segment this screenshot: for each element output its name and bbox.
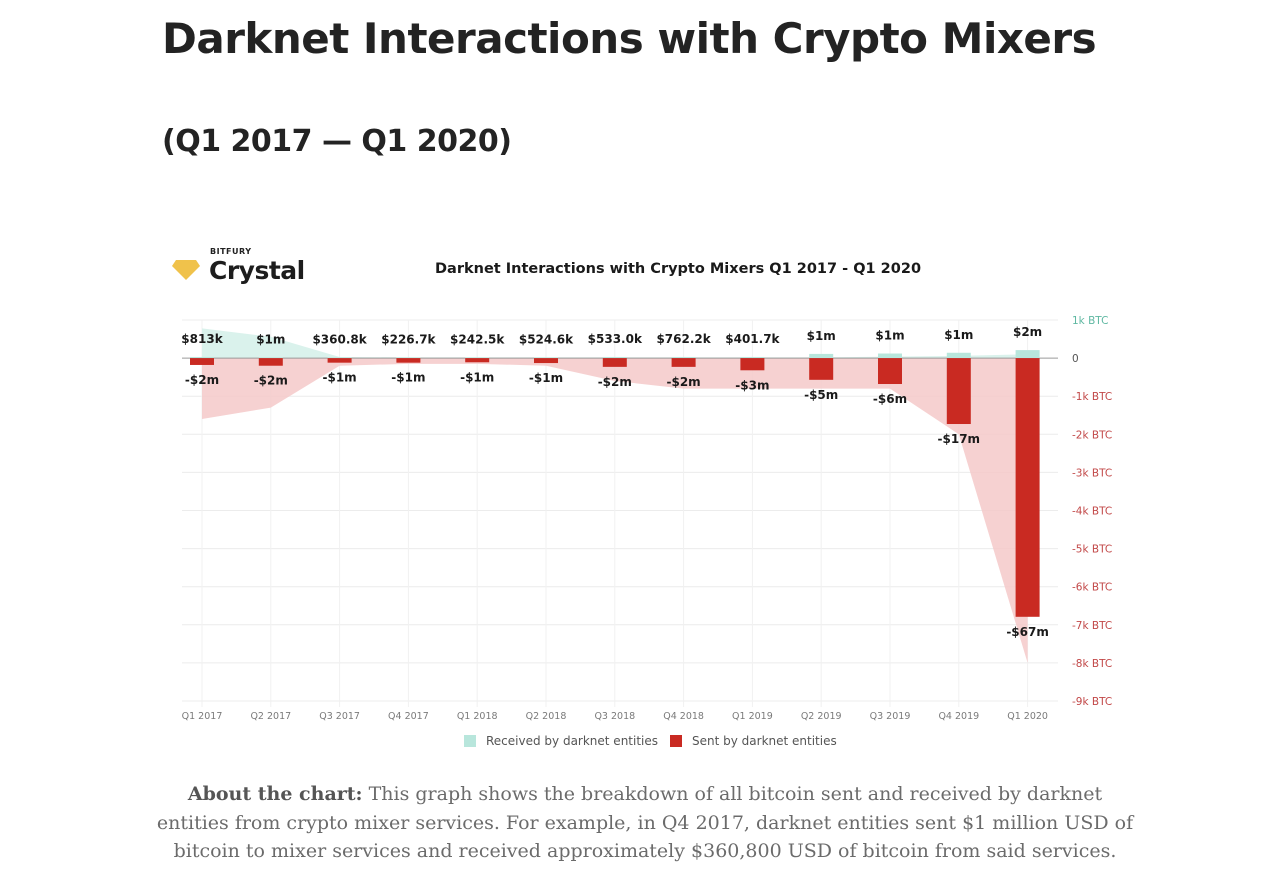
data-label-sent: -$1m [460,370,494,384]
data-label-received: $1m [807,329,836,343]
data-label-received: $813k [181,332,223,346]
legend-label-received: Received by darknet entities [486,734,659,748]
bar-sent [327,358,352,363]
bar-sent [809,358,834,380]
page-subtitle: (Q1 2017 — Q1 2020) [162,124,512,159]
y-tick-label: -1k BTC [1072,391,1112,403]
area-sent [202,358,1028,663]
data-label-received: $1m [944,328,973,342]
bar-received [327,357,352,359]
data-label-received: $360.8k [312,332,367,346]
bar-sent [602,358,627,367]
x-tick-label: Q2 2017 [250,711,291,722]
data-label-sent: -$6m [873,392,907,406]
bar-sent [534,358,558,364]
x-tick-label: Q1 2018 [457,711,498,722]
bar-received [740,356,765,359]
data-label-received: $533.0k [588,332,643,346]
bar-chart: $813k -$2m Q1 2017 $1m -$2m Q2 2017 $360.8k -$1… [181,315,1112,722]
crystal-logo: BITFURY Crystal [172,244,312,288]
data-label-received: $762.2k [656,332,711,346]
bar-sent [946,358,971,425]
bar-sent [671,358,696,367]
data-label-sent: -$1m [323,371,357,385]
x-tick-label: Q1 2017 [182,711,223,722]
data-label-sent: -$1m [529,371,563,385]
bar-received [878,353,902,359]
bar-sent [396,358,421,363]
bar-received [809,353,834,359]
page-title: Darknet Interactions with Crypto Mixers [162,14,1097,63]
data-label-sent: -$1m [391,371,425,385]
bar-received [946,352,971,359]
bar-received [258,357,283,359]
y-tick-label: -9k BTC [1072,696,1112,708]
chart-caption: About the chart: This graph shows the br… [150,780,1140,866]
legend-swatch-sent [670,735,682,747]
data-label-received: $1m [256,332,285,346]
x-tick-label: Q3 2019 [870,711,911,722]
legend-label-sent: Sent by darknet entities [692,734,837,748]
x-tick-label: Q4 2018 [663,711,704,722]
data-label-sent: -$5m [804,388,838,402]
x-tick-label: Q3 2018 [594,711,635,722]
bar-received [465,357,490,359]
bar-sent [190,358,214,365]
bar-received [190,356,214,359]
y-tick-label: -5k BTC [1072,544,1112,556]
caption-lead: About the chart: [187,783,363,805]
area-received [202,328,1028,359]
bar-sent [465,358,490,363]
bar-sent [878,358,902,385]
bar-sent [740,358,765,371]
data-label-sent: -$67m [1006,625,1049,639]
y-tick-label: -2k BTC [1072,429,1112,441]
diamond-icon [172,260,200,280]
legend-item-sent: Sent by darknet entities [670,734,837,748]
bar-sent [258,358,283,366]
caption-body: This graph shows the breakdown of all bi… [156,783,1134,862]
data-label-sent: -$2m [185,373,219,387]
data-label-received: $2m [1013,325,1042,339]
x-tick-label: Q2 2019 [801,711,842,722]
logo-product-text: Crystal [209,256,305,285]
bar-received [602,356,627,359]
bar-sent [1015,358,1040,617]
data-label-received: $226.7k [381,332,436,346]
x-tick-label: Q2 2018 [526,711,567,722]
data-label-received: $1m [875,329,904,343]
x-tick-label: Q1 2020 [1007,711,1048,722]
x-tick-label: Q3 2017 [319,711,360,722]
y-tick-label: -6k BTC [1072,582,1112,594]
data-label-received: $242.5k [450,332,505,346]
bar-received [1015,350,1040,359]
data-label-received: $524.6k [519,332,574,346]
y-tick-label: 0 [1072,353,1079,365]
y-tick-label: -4k BTC [1072,506,1112,518]
legend-swatch-received [464,735,476,747]
y-tick-label: 1k BTC [1072,315,1108,327]
bar-received [671,356,696,359]
x-tick-label: Q4 2019 [938,711,979,722]
y-tick-label: -7k BTC [1072,620,1112,632]
bar-received [396,357,421,359]
y-tick-label: -8k BTC [1072,658,1112,670]
legend-item-received: Received by darknet entities [464,734,658,748]
data-label-sent: -$17m [938,432,981,446]
x-tick-label: Q1 2019 [732,711,773,722]
y-tick-label: -3k BTC [1072,467,1112,479]
data-label-received: $401.7k [725,332,780,346]
data-label-sent: -$2m [254,374,288,388]
logo-brand-text: BITFURY [210,247,252,256]
bar-received [534,357,558,359]
x-tick-label: Q4 2017 [388,711,429,722]
data-label-sent: -$2m [667,375,701,389]
data-label-sent: -$3m [735,378,769,392]
data-label-sent: -$2m [598,375,632,389]
chart-title: Darknet Interactions with Crypto Mixers … [435,261,922,277]
